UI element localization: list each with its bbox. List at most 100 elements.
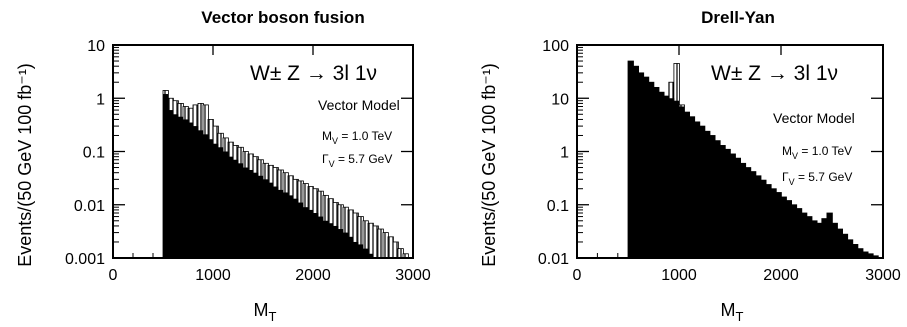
solid-bin: [203, 134, 209, 258]
y-tick-label: 0.01: [538, 251, 569, 268]
x-tick-label: 3000: [865, 267, 901, 284]
solid-bin: [298, 202, 304, 258]
solid-bin: [673, 100, 680, 258]
solid-bin: [842, 234, 848, 258]
x-axis-label: MT: [254, 300, 277, 324]
solid-bin: [338, 229, 344, 258]
hatched-bin: [367, 222, 374, 259]
solid-bin: [867, 253, 874, 258]
solid-bin: [258, 175, 264, 258]
solid-bin: [796, 208, 802, 258]
solid-bin: [765, 184, 772, 258]
solid-bin: [238, 163, 244, 258]
width-param: ΓV = 5.7 GeV: [782, 170, 852, 187]
solid-bin: [313, 213, 319, 258]
solid-bin: [288, 195, 294, 258]
solid-bin: [821, 218, 828, 258]
solid-bin: [353, 241, 359, 258]
x-tick-label: 3000: [395, 267, 431, 284]
solid-bin: [816, 223, 823, 258]
solid-bin: [709, 135, 716, 258]
solid-bin: [735, 158, 741, 258]
mass-param: MV = 1.0 TeV: [782, 144, 852, 161]
solid-bin: [293, 198, 299, 258]
solid-bin: [857, 248, 863, 258]
y-tick-label: 10: [87, 38, 105, 55]
y-tick-label: 1: [96, 91, 105, 108]
solid-bin: [837, 229, 843, 258]
hatched-bin: [397, 248, 404, 259]
y-tick-label: 10: [551, 91, 569, 108]
solid-bin: [724, 149, 731, 258]
solid-bin: [283, 192, 289, 258]
solid-bin: [198, 130, 204, 258]
chart-title: Drell-Yan: [701, 8, 775, 27]
x-tick-label: 1000: [661, 267, 697, 284]
solid-bin: [368, 253, 374, 258]
solid-bin: [333, 225, 339, 258]
solid-bin: [791, 204, 797, 258]
x-tick-label: 0: [109, 267, 118, 284]
y-axis-label: Events/(50 GeV 100 fb⁻¹): [15, 63, 35, 267]
axis-ticks: 0 1000 2000 3000 100 10 1 0.1 0.01: [538, 38, 901, 284]
solid-bin: [178, 116, 184, 258]
solid-bin: [811, 220, 818, 258]
solid-bin: [348, 236, 354, 258]
solid-bin: [847, 239, 853, 258]
solid-bin: [770, 188, 777, 258]
x-tick-label: 2000: [295, 267, 331, 284]
solid-bin: [328, 223, 334, 258]
model-label: Vector Model: [773, 110, 855, 126]
solid-bin: [694, 121, 700, 258]
x-tick-label: 2000: [763, 267, 799, 284]
solid-bin: [188, 122, 194, 258]
hatched-bin: [377, 228, 384, 259]
y-axis-label: Events/(50 GeV 100 fb⁻¹): [479, 63, 499, 267]
solid-bin: [628, 61, 634, 258]
solid-bin: [218, 147, 224, 258]
solid-bin: [648, 82, 654, 258]
y-tick-label: 0.1: [83, 145, 105, 162]
solid-bin: [213, 143, 219, 258]
solid-bin: [786, 200, 792, 258]
solid-bin: [308, 209, 314, 258]
solid-bin: [633, 66, 639, 258]
y-tick-label: 0.001: [65, 251, 105, 268]
solid-bin: [273, 186, 279, 258]
solid-bin: [730, 153, 736, 258]
solid-bin: [658, 92, 665, 259]
solid-bin: [745, 167, 751, 258]
solid-bin: [684, 112, 690, 258]
solid-bin: [872, 255, 879, 258]
solid-bin: [303, 207, 309, 258]
chart-title: Vector boson fusion: [201, 8, 364, 27]
process-label: W± Z → 3l 1ν: [711, 62, 838, 85]
solid-bin: [323, 220, 329, 258]
solid-bin: [173, 114, 179, 258]
solid-bin: [643, 77, 649, 258]
solid-bin: [653, 87, 659, 258]
process-label: W± Z → 3l 1ν: [250, 62, 377, 85]
solid-bin: [679, 106, 685, 258]
y-tick-label: 0.1: [547, 198, 569, 215]
solid-bin: [248, 169, 254, 258]
y-tick-label: 0.01: [74, 198, 105, 215]
solid-bin: [208, 139, 214, 258]
solid-bin: [801, 213, 807, 258]
solid-bin: [268, 182, 274, 258]
solid-bin: [806, 216, 812, 258]
solid-bin: [663, 96, 670, 258]
solid-bin: [223, 151, 229, 258]
solid-bin: [193, 126, 199, 258]
hatched-bin: [392, 241, 399, 259]
histogram: [627, 60, 879, 259]
chart-vector-boson-fusion: Vector boson fusion 0 1000 2000 30001010.10…: [15, 8, 431, 324]
solid-bin: [714, 140, 721, 258]
solid-bin: [343, 232, 349, 258]
x-axis-label: MT: [721, 300, 744, 324]
solid-bin: [760, 180, 767, 258]
solid-bin: [755, 175, 761, 258]
solid-bin: [826, 213, 833, 258]
solid-bin: [719, 145, 726, 258]
